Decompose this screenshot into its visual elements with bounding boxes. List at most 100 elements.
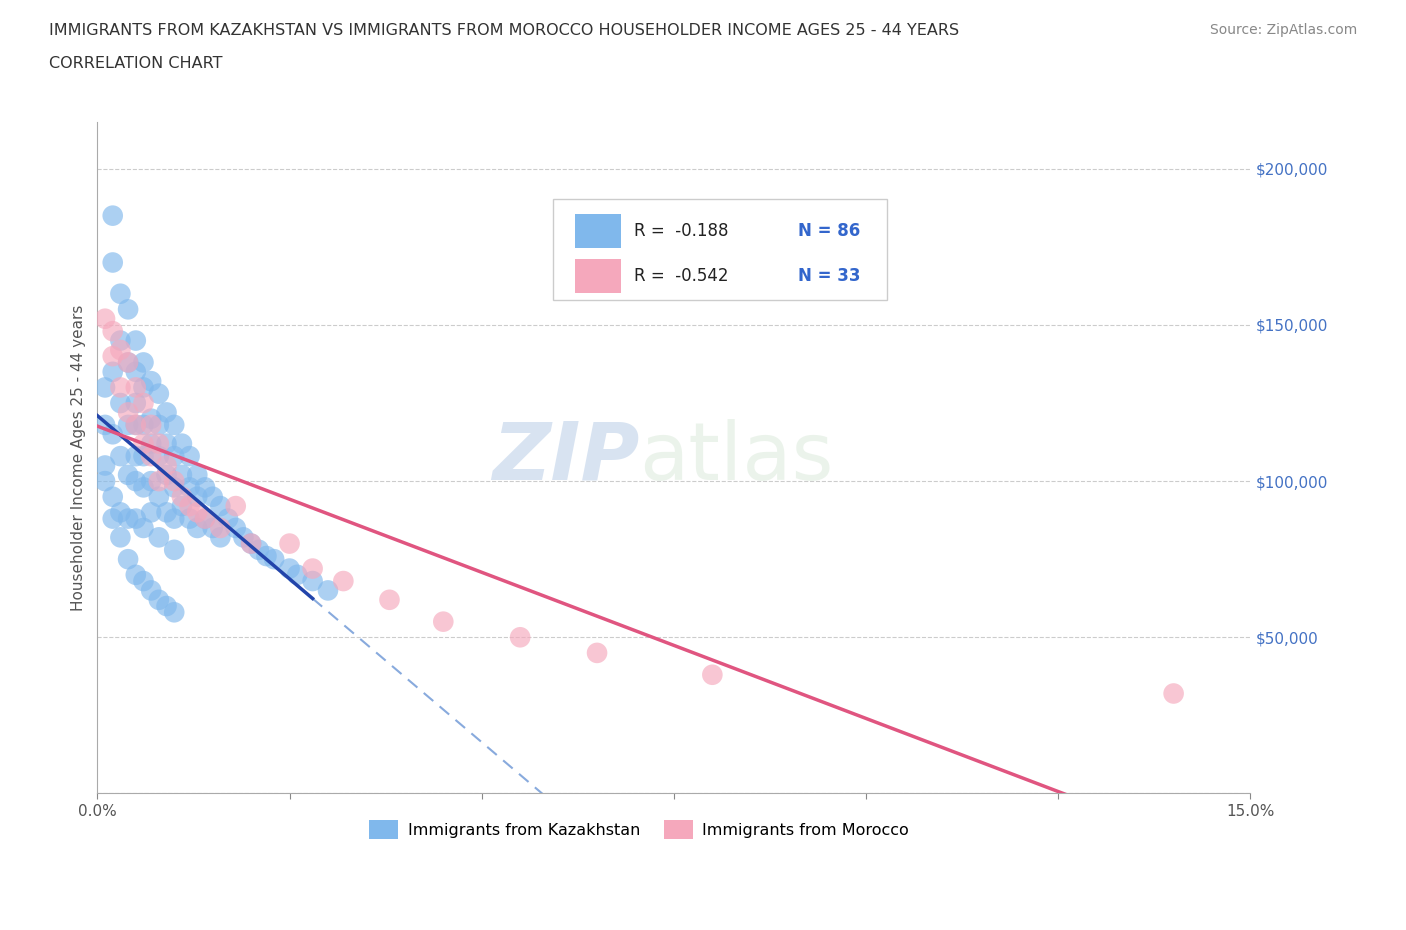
Text: ZIP: ZIP [492,418,640,497]
Point [148,418,170,432]
Point [117,418,139,432]
Point [179,512,201,526]
Point [110,448,132,463]
Point [141,448,163,463]
Point [141,374,163,389]
Point [186,468,208,483]
Point [132,480,155,495]
Point [125,473,148,488]
Point [332,574,354,589]
Text: N = 33: N = 33 [799,267,860,285]
Point [179,448,201,463]
Point [163,473,186,488]
Point [170,436,193,451]
Y-axis label: Householder Income Ages 25 - 44 years: Householder Income Ages 25 - 44 years [72,304,86,611]
Point [141,505,163,520]
Point [194,512,217,526]
Point [316,583,339,598]
Point [117,512,139,526]
Point [110,333,132,348]
Point [378,592,401,607]
Point [194,512,217,526]
Point [155,436,177,451]
Point [186,489,208,504]
Point [117,551,139,566]
Point [141,418,163,432]
Point [141,583,163,598]
Point [278,561,301,576]
Point [125,448,148,463]
Point [101,512,124,526]
Point [125,365,148,379]
Point [125,395,148,410]
Text: Source: ZipAtlas.com: Source: ZipAtlas.com [1209,23,1357,37]
Point [432,614,454,629]
Point [170,468,193,483]
Point [132,521,155,536]
Point [148,530,170,545]
Point [110,395,132,410]
Point [170,489,193,504]
Point [132,395,155,410]
Point [117,405,139,419]
Point [201,521,224,536]
Point [117,355,139,370]
Point [94,473,117,488]
Point [117,355,139,370]
Point [163,418,186,432]
Point [1163,686,1185,701]
Point [240,536,263,551]
Point [240,536,263,551]
Point [132,380,155,395]
Point [155,458,177,473]
Point [179,498,201,513]
Point [94,418,117,432]
Point [209,498,232,513]
Point [141,436,163,451]
Point [163,542,186,557]
Point [209,530,232,545]
Point [163,512,186,526]
Point [148,473,170,488]
Point [125,567,148,582]
Point [225,498,247,513]
Point [509,630,531,644]
Point [163,480,186,495]
FancyBboxPatch shape [575,214,621,248]
Point [201,489,224,504]
Point [101,427,124,442]
Point [148,489,170,504]
Point [94,312,117,326]
Point [186,505,208,520]
Point [132,574,155,589]
Point [132,355,155,370]
Point [256,549,278,564]
Point [125,512,148,526]
Point [101,255,124,270]
Point [141,473,163,488]
Point [155,468,177,483]
Point [194,480,217,495]
Text: CORRELATION CHART: CORRELATION CHART [49,56,222,71]
Point [225,521,247,536]
Text: N = 86: N = 86 [799,221,860,240]
Point [101,349,124,364]
Point [132,436,155,451]
Point [117,302,139,317]
Point [110,505,132,520]
Point [179,480,201,495]
Point [186,521,208,536]
Point [148,436,170,451]
Point [125,333,148,348]
Point [170,498,193,513]
Text: atlas: atlas [640,418,834,497]
Point [132,418,155,432]
Point [110,342,132,357]
Point [285,567,308,582]
Point [301,574,323,589]
Point [155,505,177,520]
Point [163,448,186,463]
Point [148,592,170,607]
Point [148,386,170,401]
Point [94,380,117,395]
